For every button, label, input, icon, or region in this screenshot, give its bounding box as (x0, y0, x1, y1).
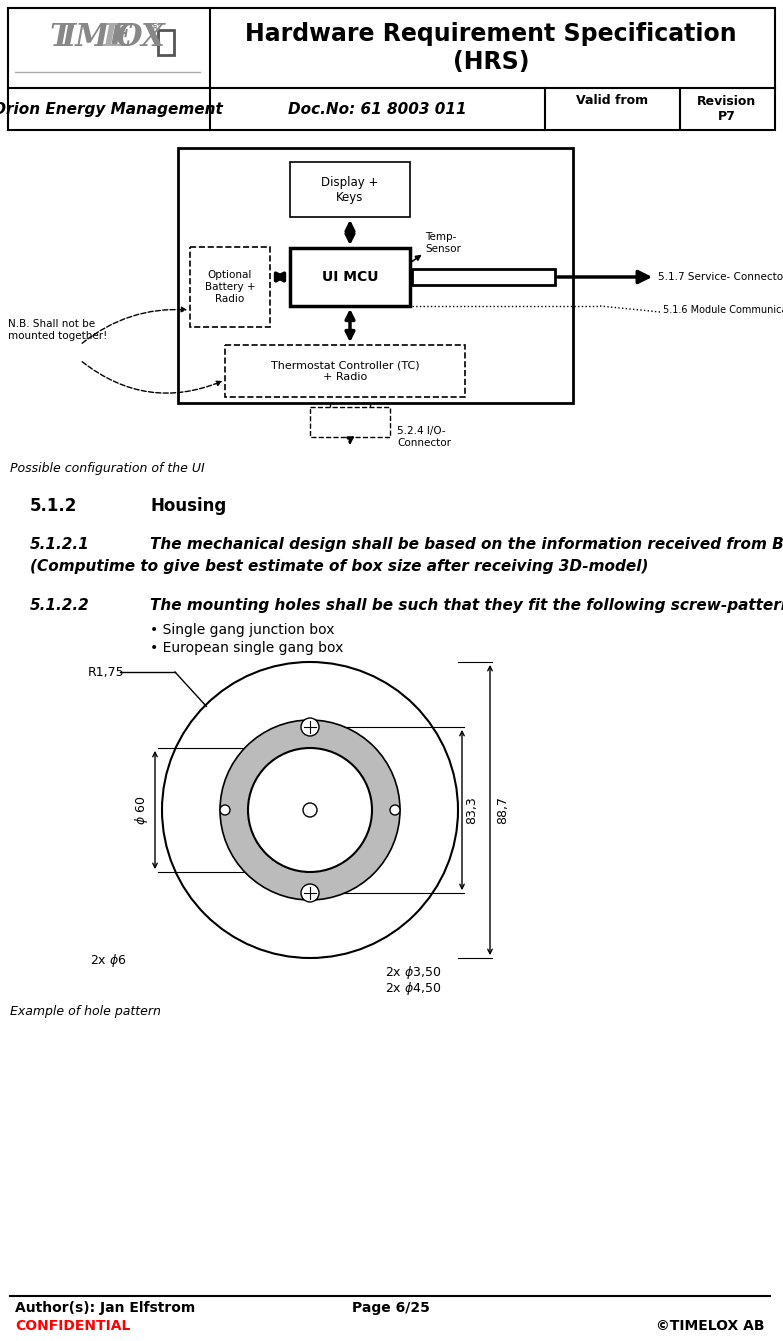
Text: OX: OX (116, 21, 166, 54)
Bar (158, 30, 174, 55)
Circle shape (220, 720, 400, 900)
Text: L: L (103, 21, 124, 54)
Text: ©TIMELOX AB: ©TIMELOX AB (656, 1320, 765, 1333)
Text: Orion Energy Management: Orion Energy Management (0, 102, 223, 117)
Text: 2x $\phi$6: 2x $\phi$6 (90, 952, 127, 968)
Text: 83,3: 83,3 (466, 797, 478, 823)
Text: IME: IME (62, 21, 133, 54)
Text: Author(s): Jan Elfstrom: Author(s): Jan Elfstrom (15, 1301, 195, 1316)
Text: R1,75: R1,75 (88, 665, 124, 679)
Bar (190, 247, 270, 327)
Text: Temp-
Sensor: Temp- Sensor (425, 232, 461, 253)
Text: 5.1.7 Service- Connector: 5.1.7 Service- Connector (658, 272, 783, 282)
Text: The mounting holes shall be such that they fit the following screw-patterns:: The mounting holes shall be such that th… (150, 598, 783, 613)
Circle shape (220, 805, 230, 815)
Bar (310, 408, 390, 437)
Text: Page 6/25: Page 6/25 (352, 1301, 430, 1316)
Text: Valid from: Valid from (576, 94, 648, 106)
Circle shape (301, 884, 319, 902)
Text: Doc.No: 61 8003 011: Doc.No: 61 8003 011 (287, 102, 467, 117)
Bar (225, 345, 465, 397)
Circle shape (390, 805, 400, 815)
Text: Revision
P7: Revision P7 (698, 95, 756, 123)
Text: 5.1.2: 5.1.2 (30, 498, 78, 515)
Bar (178, 148, 573, 404)
Text: 2x $\phi$4,50: 2x $\phi$4,50 (385, 979, 442, 996)
Text: Example of hole pattern: Example of hole pattern (10, 1004, 161, 1018)
Text: 5.1.6 Module Communications Interface: 5.1.6 Module Communications Interface (663, 304, 783, 315)
Text: • European single gang box: • European single gang box (150, 641, 344, 654)
Text: 5.2.4 I/O-
Connector: 5.2.4 I/O- Connector (397, 426, 451, 448)
Circle shape (303, 803, 317, 817)
Text: • Single gang junction box: • Single gang junction box (150, 624, 334, 637)
Text: Thermostat Controller (TC)
+ Radio: Thermostat Controller (TC) + Radio (271, 361, 420, 382)
Text: CONFIDENTIAL: CONFIDENTIAL (15, 1320, 131, 1333)
Text: T: T (50, 21, 73, 54)
Bar (412, 270, 555, 286)
Text: ®: ® (148, 21, 161, 35)
Text: (Computime to give best estimate of box size after receiving 3D-model): (Computime to give best estimate of box … (30, 559, 648, 574)
Bar (8, 8, 775, 130)
Text: Possible configuration of the UI: Possible configuration of the UI (10, 463, 204, 475)
Text: 2x $\phi$3,50: 2x $\phi$3,50 (385, 963, 442, 980)
Text: 5.1.2.1: 5.1.2.1 (30, 536, 90, 552)
Text: The mechanical design shall be based on the information received from Bressler.: The mechanical design shall be based on … (150, 536, 783, 552)
Text: N.B. Shall not be
mounted together!: N.B. Shall not be mounted together! (8, 319, 107, 341)
Circle shape (248, 748, 372, 872)
Text: 88,7: 88,7 (496, 797, 510, 823)
Text: Hardware Requirement Specification
(HRS): Hardware Requirement Specification (HRS) (245, 21, 737, 74)
Circle shape (301, 717, 319, 736)
Text: UI MCU: UI MCU (322, 270, 378, 284)
Text: $\phi$ 60: $\phi$ 60 (133, 795, 150, 825)
Text: Display +
Keys: Display + Keys (321, 176, 379, 204)
Bar (290, 162, 410, 217)
Bar (290, 248, 410, 306)
Text: Housing: Housing (150, 498, 226, 515)
Text: Optional
Battery +
Radio: Optional Battery + Radio (204, 271, 255, 303)
Text: 5.1.2.2: 5.1.2.2 (30, 598, 90, 613)
